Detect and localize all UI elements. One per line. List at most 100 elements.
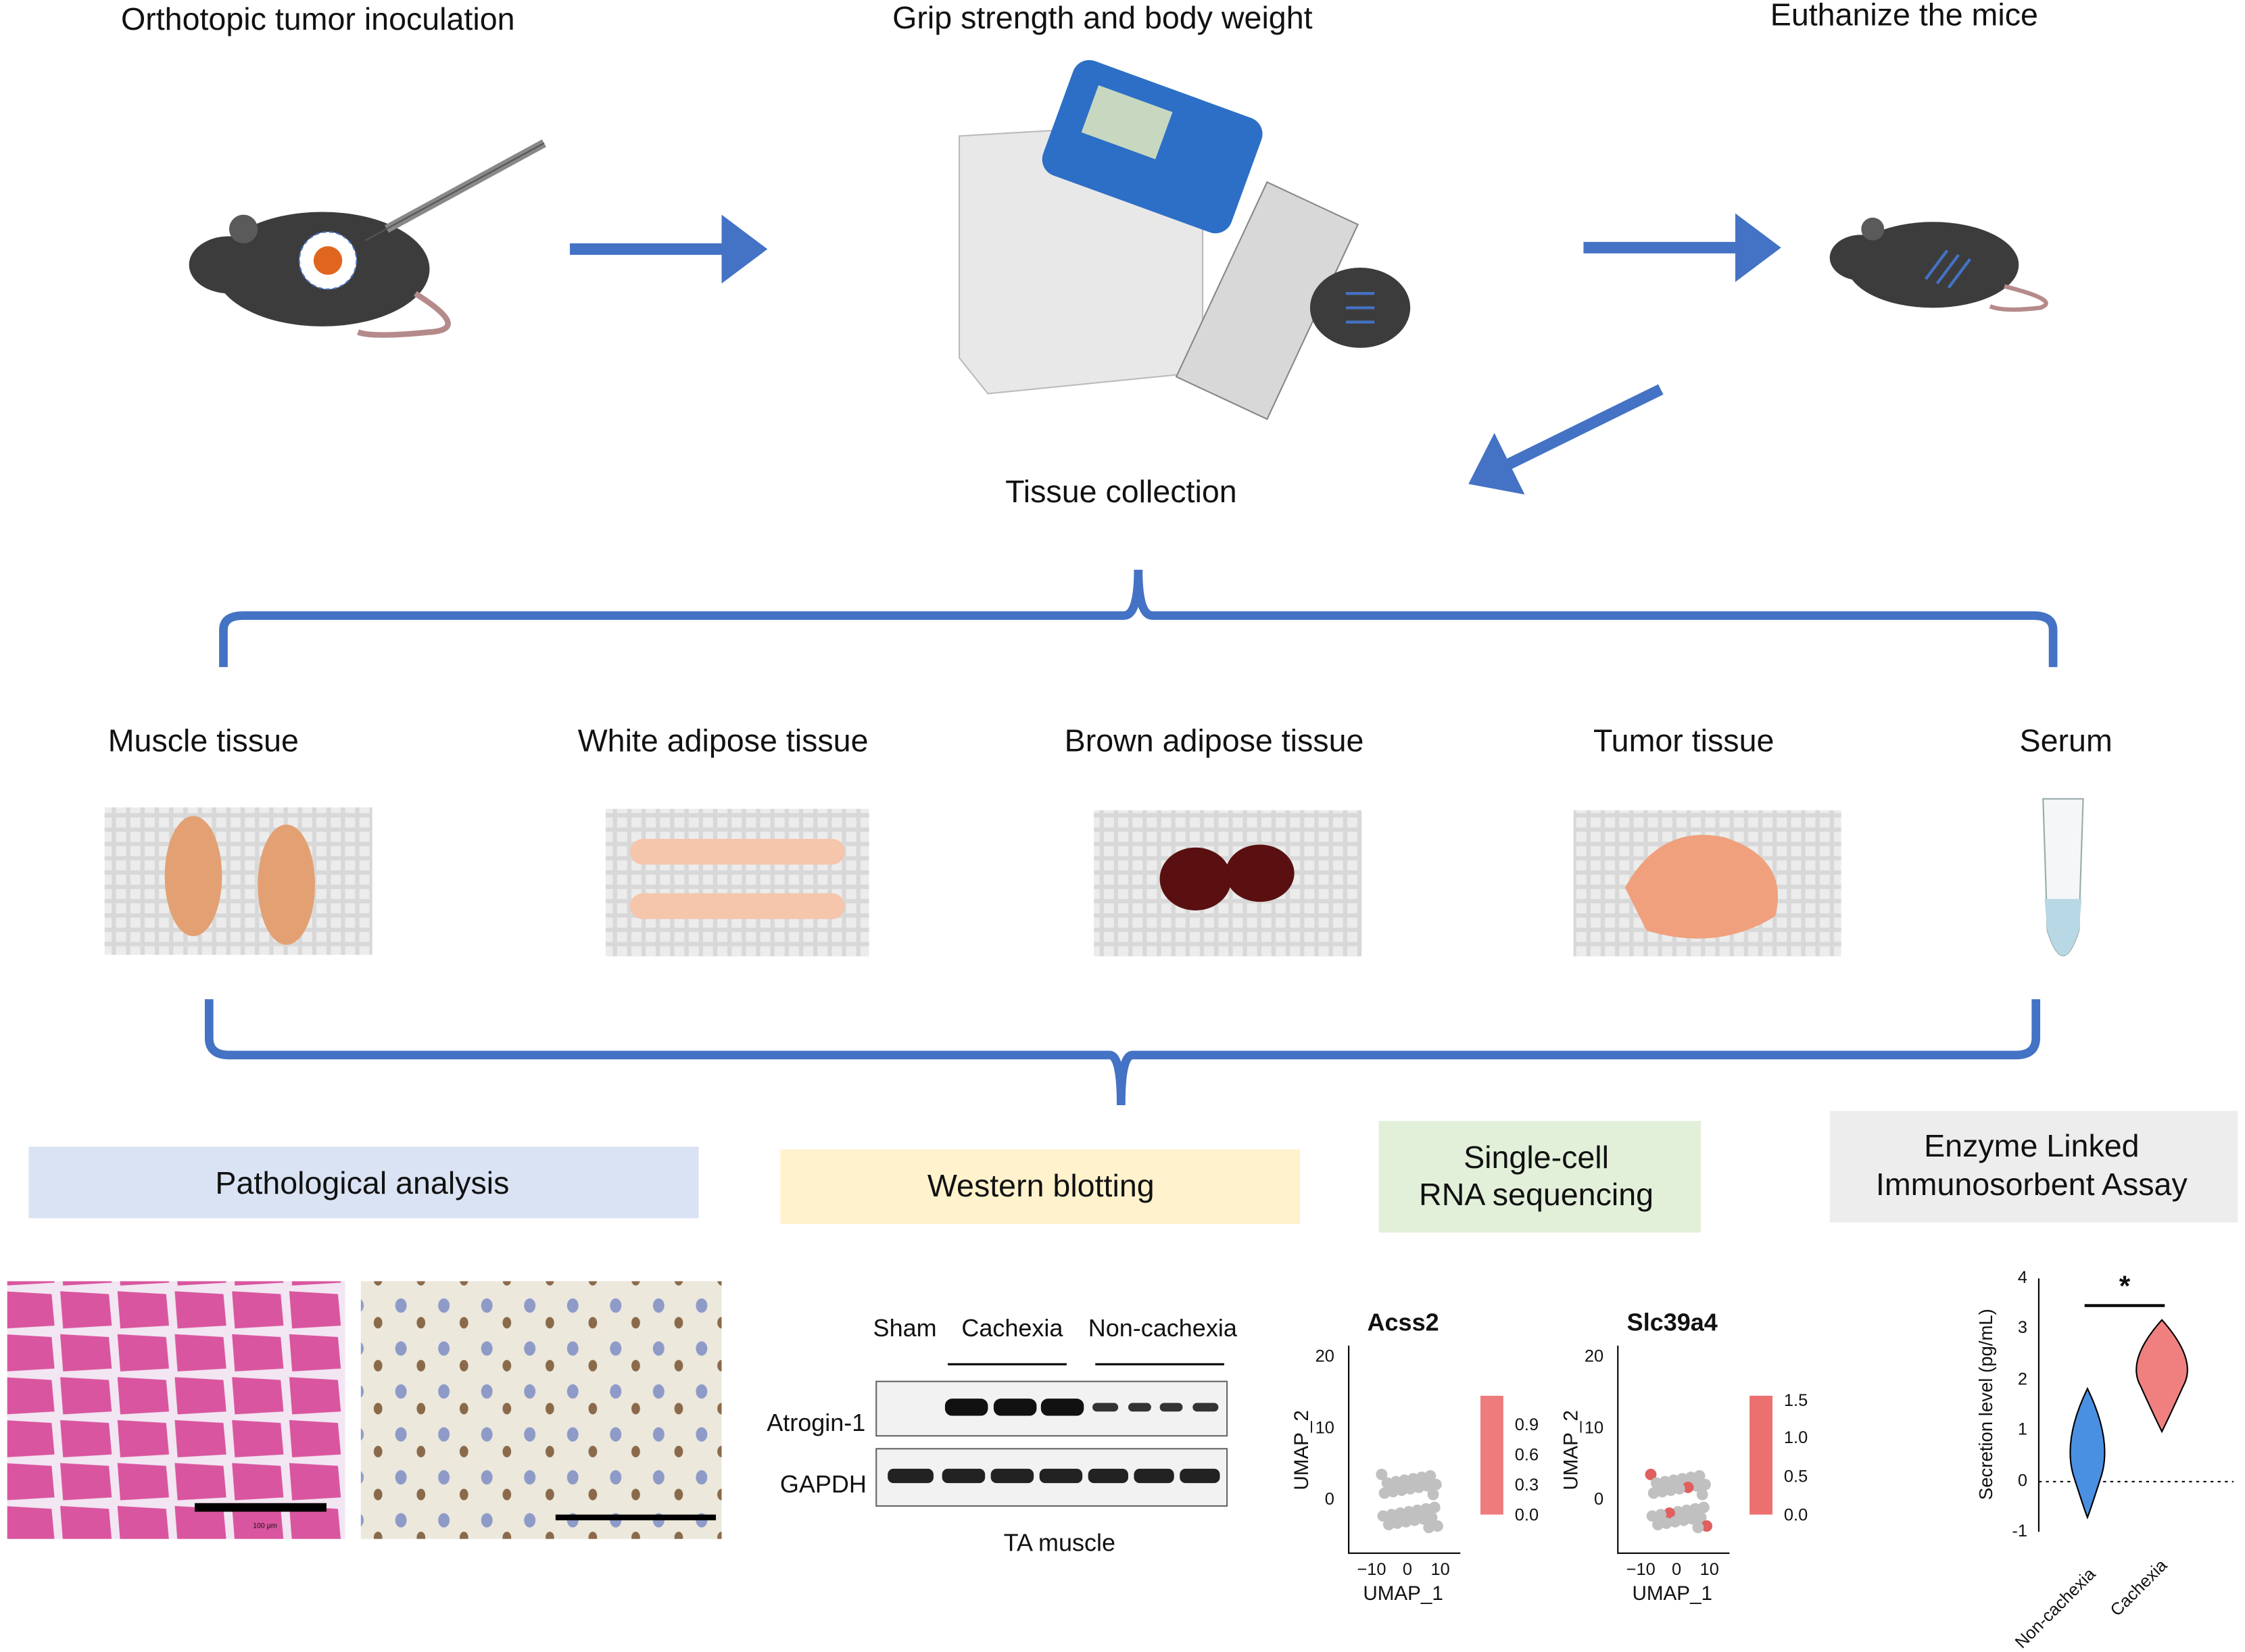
analysis-label: Immunosorbent Assay xyxy=(1876,1167,2188,1202)
x-tick-label: −10 xyxy=(1626,1560,1656,1579)
y-tick-label: 10 xyxy=(1585,1418,1603,1437)
cell-dot xyxy=(1660,1517,1672,1529)
colorbar xyxy=(1749,1395,1773,1515)
cell-dot xyxy=(1411,1504,1424,1516)
mouse-1 xyxy=(189,139,546,338)
colorbar xyxy=(1480,1395,1503,1515)
analysis-box xyxy=(780,1149,1301,1224)
group-label: Cachexia xyxy=(961,1314,1063,1342)
x-tick-label: 0 xyxy=(1672,1560,1681,1579)
axis-label: Secretion level (pg/mL) xyxy=(1975,1309,1996,1500)
y-tick-label: 0 xyxy=(2018,1472,2027,1490)
significance: * xyxy=(2119,1270,2131,1302)
x-tick-label: 10 xyxy=(1700,1560,1719,1579)
cell-dot xyxy=(1420,1503,1432,1515)
cell-dot xyxy=(1386,1509,1398,1521)
y-tick-label: 20 xyxy=(1585,1346,1603,1365)
cell-dot xyxy=(1417,1513,1429,1525)
gene-title: Acss2 xyxy=(1368,1309,1439,1336)
cell-dot xyxy=(1424,1470,1437,1482)
analysis-box xyxy=(1829,1111,2238,1223)
cell-dot xyxy=(1430,1478,1442,1490)
analysis-label: Pathological analysis xyxy=(215,1165,509,1200)
scale-label: 100 μm xyxy=(253,1522,277,1530)
cell-dot xyxy=(1682,1481,1694,1493)
cell-dot xyxy=(1413,1481,1425,1493)
group-label: Sham xyxy=(873,1314,937,1342)
cell-dot xyxy=(1676,1473,1689,1485)
cell-dot xyxy=(1665,1484,1677,1497)
cell-dot xyxy=(1669,1515,1681,1528)
umap-axes xyxy=(1617,1345,1730,1554)
cell-dot xyxy=(1668,1474,1680,1486)
he-image xyxy=(7,1281,345,1539)
mouse-2 xyxy=(1829,217,2048,312)
y-tick-label: 3 xyxy=(2018,1318,2027,1337)
cell-dot xyxy=(1387,1486,1399,1498)
analysis-label: RNA sequencing xyxy=(1419,1177,1653,1212)
cell-dot xyxy=(1407,1473,1419,1485)
cell-dot xyxy=(1673,1483,1685,1495)
axis-label: UMAP_2 xyxy=(1560,1410,1582,1490)
cell-dot xyxy=(1427,1488,1439,1501)
y-tick-label: 0 xyxy=(1594,1490,1603,1509)
cell-dot xyxy=(1422,1480,1434,1492)
cell-dot xyxy=(1695,1511,1707,1524)
cell-dot xyxy=(1382,1519,1395,1530)
scale-bar xyxy=(555,1514,717,1521)
group-label: Cachexia xyxy=(2107,1555,2171,1620)
colorbar-label: 0.0 xyxy=(1784,1506,1808,1525)
cell-dot xyxy=(1659,1476,1671,1488)
cell-dot xyxy=(1376,1468,1388,1480)
group-label: Non-cachexia xyxy=(2012,1564,2100,1652)
y-tick-label: 10 xyxy=(1315,1418,1334,1437)
step-label: Tissue collection xyxy=(1005,474,1237,509)
colorbar-label: 0.9 xyxy=(1515,1415,1539,1434)
analysis-label: Western blotting xyxy=(927,1168,1155,1203)
arrow xyxy=(1468,384,1664,495)
axis-label: UMAP_1 xyxy=(1363,1582,1443,1605)
tissue-label: White adipose tissue xyxy=(578,723,869,758)
x-tick-label: 0 xyxy=(1403,1560,1412,1579)
cell-dot xyxy=(1656,1486,1668,1498)
x-tick-label: 10 xyxy=(1431,1560,1450,1579)
cell-dot xyxy=(1699,1478,1711,1490)
protein-label: GAPDH xyxy=(780,1470,867,1498)
cell-dot xyxy=(1650,1477,1662,1489)
colorbar-label: 0.5 xyxy=(1784,1467,1808,1486)
cell-dot xyxy=(1378,1487,1391,1499)
cell-dot xyxy=(1403,1505,1415,1517)
brace xyxy=(204,999,2041,1105)
analysis-box xyxy=(28,1146,699,1219)
tissue-photos xyxy=(104,798,2084,956)
step-label: Euthanize the mice xyxy=(1770,0,2038,32)
y-tick-label: 1 xyxy=(2018,1419,2027,1438)
cell-dot xyxy=(1428,1501,1441,1513)
cell-dot xyxy=(1645,1468,1657,1480)
tissue-label: Muscle tissue xyxy=(108,723,299,758)
gene-title: Slc39a4 xyxy=(1627,1309,1718,1336)
analysis-label: Enzyme Linked xyxy=(1924,1128,2139,1163)
cell-dot xyxy=(1685,1472,1697,1484)
cell-dot xyxy=(1693,1470,1706,1482)
cell-dot xyxy=(1681,1504,1693,1516)
elisa-violins xyxy=(2037,1278,2234,1532)
colorbar-label: 0.6 xyxy=(1515,1446,1539,1465)
tissue-label: Brown adipose tissue xyxy=(1065,723,1364,758)
cell-dot xyxy=(1399,1474,1411,1486)
umap-axes xyxy=(1348,1345,1461,1554)
scale-bar xyxy=(195,1503,327,1512)
y-tick-label: 4 xyxy=(2018,1268,2027,1287)
tissue-label: Serum xyxy=(2020,723,2113,758)
cell-dot xyxy=(1664,1507,1675,1520)
colorbar-label: 1.0 xyxy=(1784,1428,1808,1447)
axis-label: UMAP_1 xyxy=(1632,1582,1712,1605)
y-tick-label: 0 xyxy=(1325,1490,1334,1509)
cell-dot xyxy=(1646,1510,1658,1522)
cell-dot xyxy=(1652,1519,1664,1530)
cell-dot xyxy=(1396,1484,1407,1497)
cell-dot xyxy=(1390,1476,1402,1488)
western-blot xyxy=(875,1363,1228,1507)
